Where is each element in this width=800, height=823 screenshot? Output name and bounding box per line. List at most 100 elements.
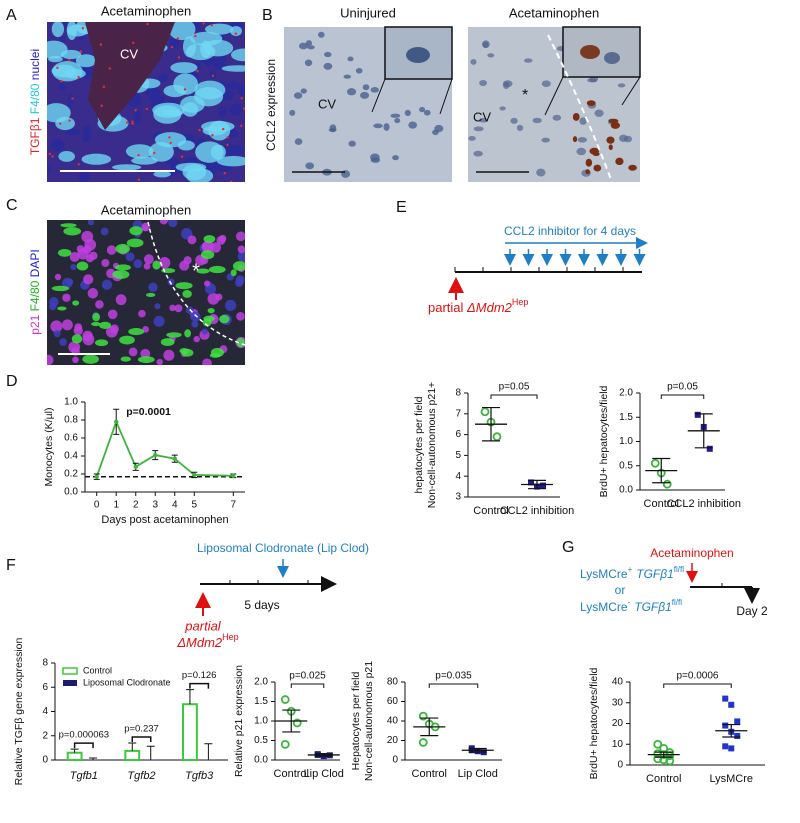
nucleus: [383, 123, 390, 131]
p21-nucleus: [70, 264, 77, 271]
y-tick-label: 2.0: [254, 677, 268, 688]
tgf-signal: [99, 43, 103, 46]
x-tick-label: 3: [152, 500, 158, 511]
y-tick-label: 20: [612, 718, 624, 729]
model-gene: ΔMdm2: [466, 300, 513, 315]
genotype-sup: fl/fl: [672, 598, 682, 607]
nucleus: [541, 80, 551, 88]
x-tick-label: 4: [172, 500, 178, 511]
y-tick-label: 0: [42, 755, 48, 766]
macrophage: [57, 248, 72, 257]
macrophage: [232, 261, 245, 272]
y-tick-label: 1.5: [619, 412, 633, 423]
y-tick-label: 1.0: [64, 397, 78, 408]
y-axis-label: BrdU+ hepatocytes/field: [598, 385, 610, 497]
macrophage: [72, 300, 80, 306]
nucleus: [419, 106, 426, 113]
y-axis-label: Non-cell-autonomous p21: [363, 661, 375, 781]
macrophage: [66, 24, 89, 37]
tgf-signal: [211, 74, 215, 78]
image-label: CV: [318, 96, 336, 111]
nucleus: [317, 31, 325, 38]
nucleus: [348, 140, 356, 147]
inset-cell: [604, 52, 620, 64]
cell: [158, 73, 168, 83]
tgf-signal: [169, 141, 172, 145]
p21-nucleus: [143, 254, 154, 265]
ccl2-stain: [608, 144, 613, 151]
tgf-signal: [131, 54, 135, 58]
bar: [182, 703, 198, 761]
genotype-sup: fl/fl: [674, 565, 684, 574]
y-tick-label: 0: [392, 755, 398, 766]
legend-swatch: [62, 667, 78, 675]
point: [650, 458, 660, 468]
stain: F4/80: [28, 83, 42, 114]
p21-nucleus: [159, 220, 169, 225]
macrophage: [115, 243, 130, 254]
ccl2-stain: [586, 100, 596, 106]
macrophage: [230, 48, 245, 62]
p21-nucleus: [100, 227, 109, 236]
time-label: Day 2: [736, 604, 768, 618]
macrophage: [152, 260, 161, 270]
nucleus: [482, 40, 490, 49]
y-tick-label: 8: [455, 388, 461, 399]
y-tick-label: 0.0: [254, 755, 268, 766]
point: [280, 695, 290, 704]
genotype-sup: -: [628, 598, 631, 607]
p21-nucleus: [190, 311, 201, 322]
p21-nucleus: [133, 259, 143, 269]
tgf-signal: [48, 152, 52, 156]
tgf-signal: [198, 128, 201, 132]
x-tick-label: Control: [646, 773, 681, 785]
nucleus: [323, 62, 333, 70]
significance-bracket: [660, 394, 705, 399]
macrophage: [153, 170, 171, 178]
annotation: p=0.126: [182, 670, 217, 681]
nucleus: [294, 138, 303, 146]
y-tick-label: 8: [42, 658, 48, 669]
tgf-signal: [226, 135, 229, 139]
cell: [133, 110, 142, 124]
p21-nucleus: [187, 235, 197, 245]
nucleus: [487, 53, 495, 58]
p21-nucleus: [236, 311, 245, 321]
cell: [50, 139, 64, 151]
x-tick-label: CCL2 inhibition: [500, 505, 575, 517]
inset-cell: [580, 45, 600, 59]
error-bar: [89, 757, 98, 760]
tgf-signal: [67, 59, 71, 62]
ccl2-stain: [610, 121, 621, 129]
annotation: p=0.000063: [59, 730, 109, 741]
macrophage: [112, 164, 142, 171]
macrophage: [175, 282, 193, 290]
nucleus: [300, 88, 307, 94]
p21-nucleus: [235, 278, 244, 288]
tgf-signal: [134, 109, 137, 112]
p21-nucleus: [154, 303, 161, 310]
macrophage: [60, 49, 82, 60]
panel-letter: A: [6, 7, 17, 24]
cell: [59, 36, 67, 43]
cell: [78, 171, 91, 182]
nucleus: [304, 59, 313, 67]
p21-nucleus: [203, 280, 211, 287]
ccl2-stain: [589, 147, 600, 155]
model: partial: [428, 300, 464, 315]
cell: [230, 130, 239, 138]
y-tick-label: 10: [612, 739, 624, 750]
tgf-signal: [222, 127, 225, 131]
cell: [47, 165, 52, 174]
point: [172, 456, 177, 461]
y-tick-label: 7: [455, 408, 461, 419]
nucleus: [293, 92, 303, 99]
point: [722, 722, 729, 729]
x-tick-label: Lip Clod: [458, 768, 498, 780]
macrophage: [92, 312, 101, 322]
y-tick-label: 1.5: [254, 696, 268, 707]
p21-nucleus: [105, 325, 118, 338]
error-bar: [185, 689, 194, 705]
nucleus: [473, 150, 483, 157]
tgf-signal: [60, 79, 63, 83]
